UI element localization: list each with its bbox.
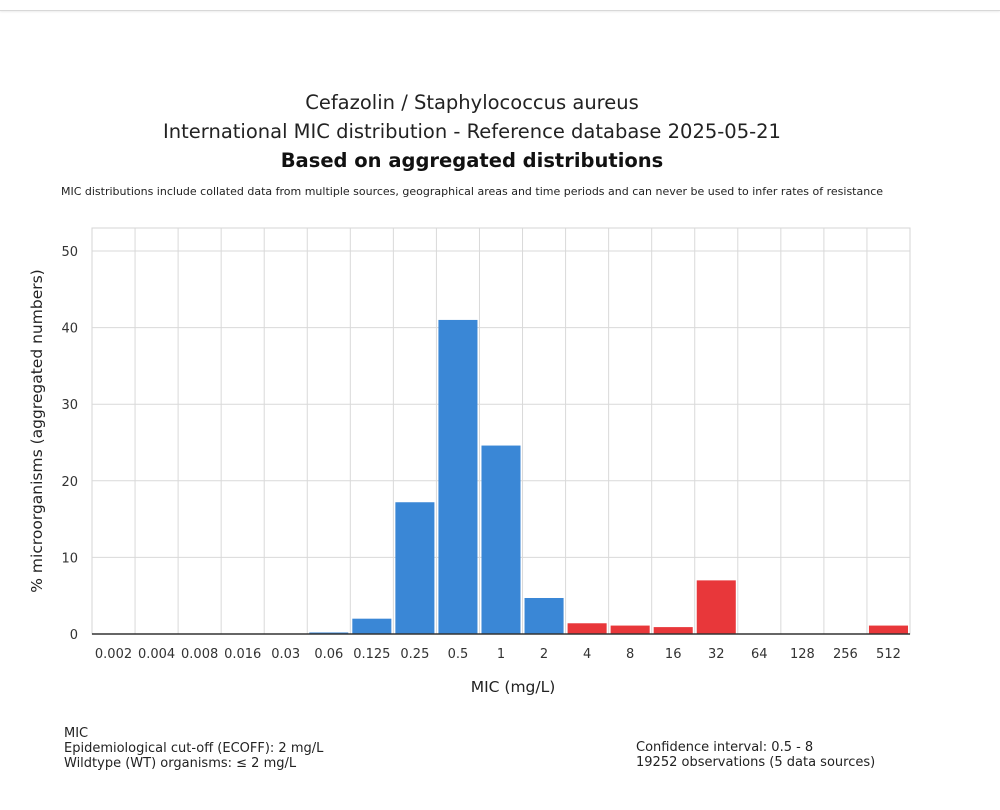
x-tick-label: 2 — [540, 647, 548, 662]
y-tick-label: 40 — [61, 322, 78, 337]
bar-1 — [481, 445, 521, 634]
x-tick-label: 0.004 — [138, 647, 175, 662]
footer-observations: 19252 observations (5 data sources) — [636, 755, 876, 770]
x-tick-label: 16 — [665, 647, 682, 662]
y-tick-label: 0 — [70, 628, 78, 643]
x-tick-label: 0.002 — [95, 647, 132, 662]
footer-right: Confidence interval: 0.5 - 8 19252 obser… — [636, 740, 875, 770]
x-tick-label: 32 — [708, 647, 725, 662]
footer-left: MIC Epidemiological cut-off (ECOFF): 2 m… — [64, 726, 323, 771]
bar-32 — [696, 580, 736, 634]
x-tick-label: 512 — [876, 647, 901, 662]
footer-ecoff: Epidemiological cut-off (ECOFF): 2 mg/L — [64, 741, 324, 756]
x-tick-label: 0.25 — [400, 647, 429, 662]
x-tick-label: 0.008 — [181, 647, 218, 662]
x-tick-label: 128 — [790, 647, 815, 662]
x-tick-label: 0.06 — [314, 647, 343, 662]
footer-mic-label: MIC — [64, 726, 89, 741]
bar-0.06 — [309, 632, 349, 634]
bar-512 — [868, 625, 908, 634]
bar-2 — [524, 597, 564, 634]
bar-16 — [653, 627, 693, 634]
mic-bar-chart: 0 10 20 30 40 50 0.002 0.004 0.008 0.016 0.03 0.06 0… — [28, 227, 911, 696]
y-tick-label: 50 — [61, 245, 78, 260]
bar-0.125 — [352, 618, 392, 634]
bar-0.5 — [438, 319, 478, 634]
y-tick-label: 30 — [61, 398, 78, 413]
y-tick-label: 10 — [61, 551, 78, 566]
x-tick-label: 4 — [583, 647, 591, 662]
chart-title-block: Cefazolin / Staphylococcus aureus Intern… — [0, 88, 944, 175]
x-tick-label: 0.5 — [448, 647, 469, 662]
x-tick-label: 0.03 — [271, 647, 300, 662]
footer-confidence-interval: Confidence interval: 0.5 - 8 — [636, 740, 814, 755]
x-tick-label: 0.016 — [224, 647, 261, 662]
chart-basis-title: Based on aggregated distributions — [280, 149, 664, 172]
bar-0.25 — [395, 502, 435, 634]
x-tick-label: 1 — [497, 647, 505, 662]
x-tick-label: 256 — [833, 647, 858, 662]
x-tick-label: 8 — [626, 647, 634, 662]
chart-subtitle: International MIC distribution - Referen… — [163, 120, 781, 143]
y-tick-label: 20 — [61, 475, 78, 490]
disclaimer-text: MIC distributions include collated data … — [60, 185, 884, 198]
x-axis-label: MIC (mg/L) — [471, 678, 556, 696]
top-rule — [0, 0, 1000, 11]
footer-wildtype: Wildtype (WT) organisms: ≤ 2 mg/L — [64, 756, 297, 771]
x-tick-label: 0.125 — [353, 647, 390, 662]
chart-title: Cefazolin / Staphylococcus aureus — [305, 91, 639, 114]
bar-8 — [610, 625, 650, 634]
x-tick-label: 64 — [751, 647, 768, 662]
bar-4 — [567, 623, 607, 634]
y-axis-label: % microorganisms (aggregated numbers) — [28, 269, 46, 592]
